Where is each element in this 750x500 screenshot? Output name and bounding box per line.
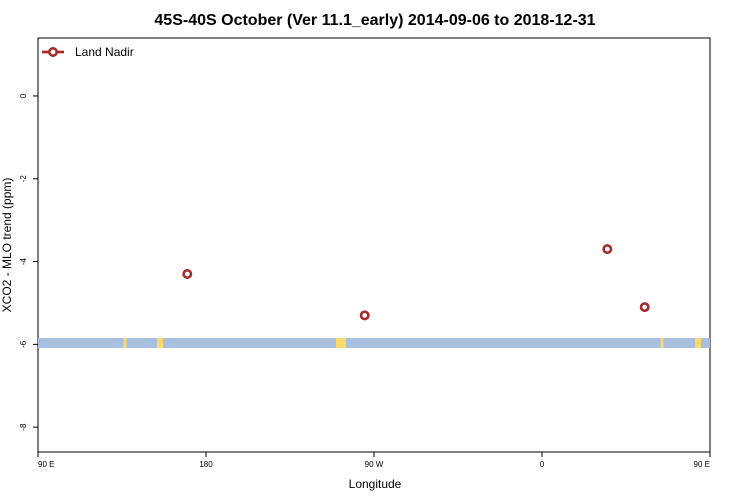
legend: Land Nadir bbox=[42, 45, 134, 59]
series-points bbox=[182, 244, 650, 321]
y-axis-label: XCO2 - MLO trend (ppm) bbox=[0, 178, 14, 313]
land-band-1 bbox=[157, 338, 163, 348]
x-axis-label: Longitude bbox=[349, 477, 402, 491]
land-band-2 bbox=[336, 338, 346, 348]
y-tick-label-2: -4 bbox=[19, 257, 28, 265]
x-axis-ticks: 90 E 180 90 W 0 90 E bbox=[37, 452, 711, 469]
land-band-0 bbox=[123, 338, 127, 348]
ocean-band bbox=[38, 338, 710, 348]
land-nadir-point-0-0 bbox=[182, 268, 193, 279]
land-nadir-point-2-0 bbox=[639, 302, 650, 313]
x-tick-label-4: 90 E bbox=[694, 460, 710, 469]
chart-title: 45S-40S October (Ver 11.1_early) 2014-09… bbox=[154, 12, 595, 29]
x-tick-label-0: 90 E bbox=[38, 460, 54, 469]
x-tick-label-3: 0 bbox=[540, 460, 545, 469]
y-tick-label-4: -8 bbox=[19, 423, 28, 431]
y-tick-label-3: -6 bbox=[19, 340, 28, 348]
x-tick-label-2: 90 W bbox=[365, 460, 384, 469]
y-axis-ticks: 0 -2 -4 -6 -8 bbox=[19, 93, 38, 431]
legend-label-land-nadir: Land Nadir bbox=[75, 45, 134, 59]
y-tick-label-0: 0 bbox=[19, 93, 28, 98]
land-ocean-strip bbox=[38, 338, 710, 348]
land-band-3 bbox=[660, 338, 664, 348]
land-band-4 bbox=[695, 338, 701, 348]
x-tick-label-1: 180 bbox=[199, 460, 213, 469]
land-nadir-point-1-0 bbox=[359, 310, 370, 321]
land-nadir-point-3-0 bbox=[602, 244, 613, 255]
legend-marker-land-nadir bbox=[47, 46, 58, 57]
plot-frame bbox=[37, 37, 711, 453]
y-tick-label-1: -2 bbox=[19, 175, 28, 183]
